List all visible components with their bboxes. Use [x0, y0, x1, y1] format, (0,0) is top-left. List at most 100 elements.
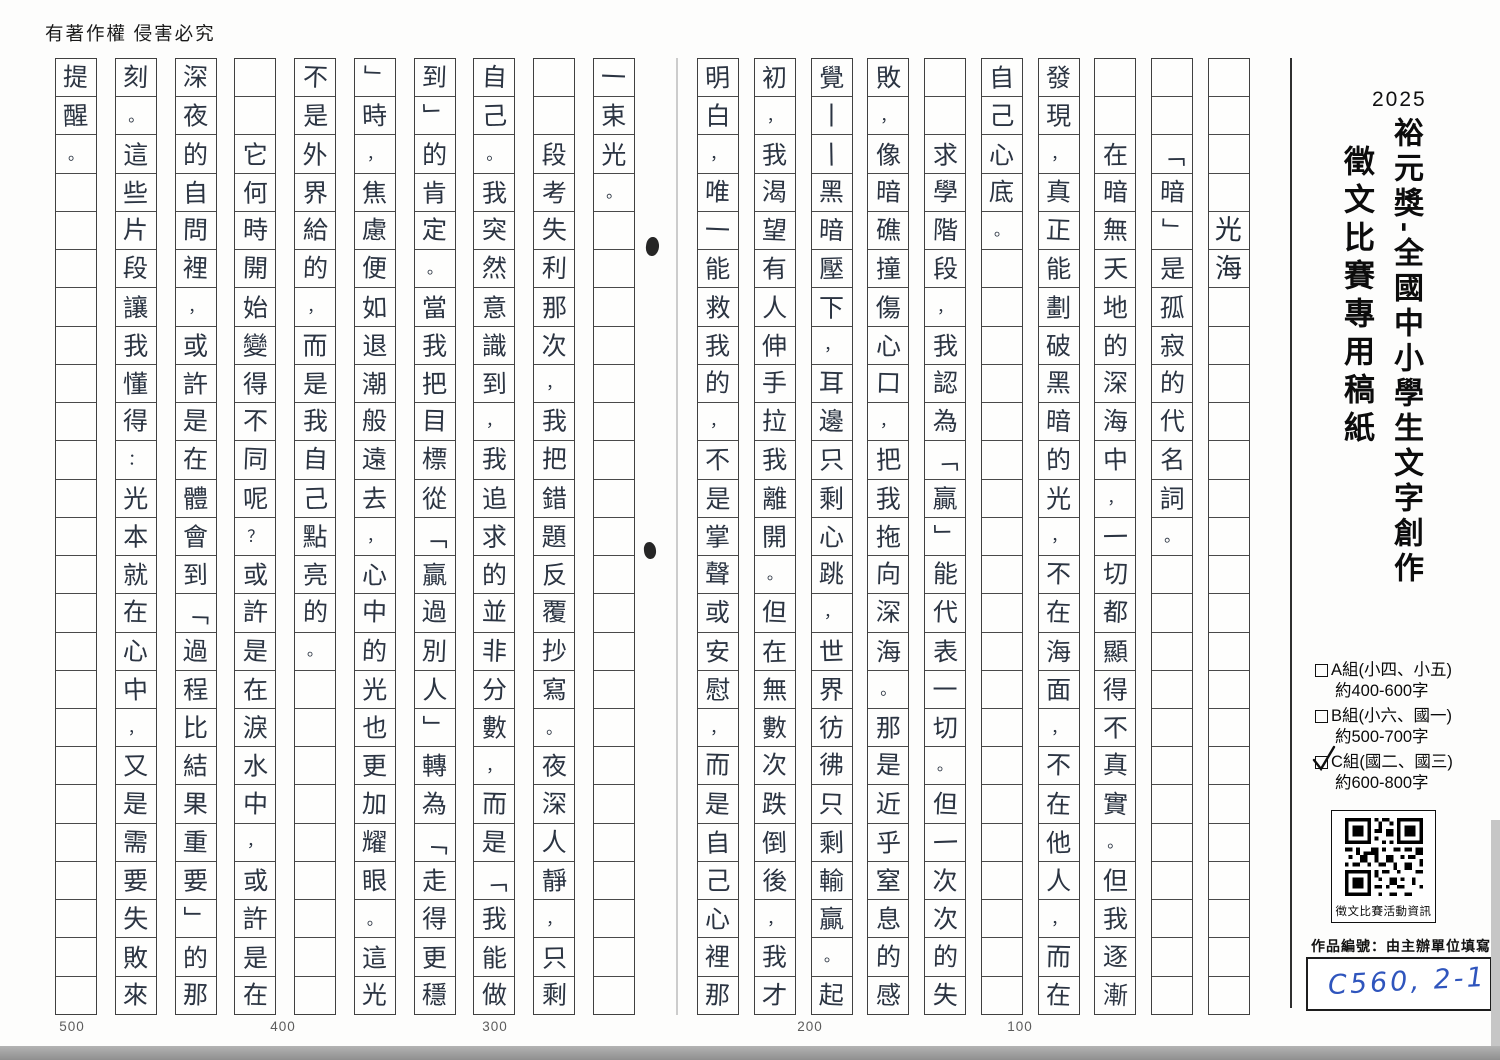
handwritten-char: 深	[1102, 368, 1129, 398]
grid-cell	[593, 938, 634, 977]
qr-code	[1344, 818, 1423, 896]
grid-column: 發現，真正能劃破黑暗的光，不在海面，不在他人，而在	[1037, 58, 1080, 1015]
grid-cell: 我	[698, 327, 738, 365]
grid-cell	[1152, 824, 1193, 862]
grid-cell: 我	[474, 441, 515, 480]
grid-cell: 時	[235, 212, 276, 251]
grid-cell: 的	[1038, 441, 1079, 480]
handwritten-char: 到	[182, 560, 209, 590]
grid-cell: 一	[1095, 518, 1136, 557]
grid-cell	[1208, 633, 1249, 671]
grid-cell: 是	[868, 747, 909, 786]
grid-cell	[1152, 594, 1193, 633]
handwritten-char: 」	[360, 64, 391, 91]
handwritten-char: 能	[932, 559, 958, 589]
grid-cell: 果	[175, 785, 216, 824]
grid-cell: 束	[593, 97, 634, 136]
handwritten-char: 乎	[875, 827, 902, 858]
grid-cell: 我	[754, 135, 795, 174]
handwritten-char: 黑	[1045, 368, 1072, 398]
handwritten-char: 求	[481, 522, 507, 552]
contest-title: 裕元獎-全國中小學生文字創作	[1389, 117, 1422, 587]
grid-cell	[56, 900, 96, 939]
page-fold-line	[676, 58, 678, 1015]
grid-column: 刻。這些片段讓我懂得 ： 光本就在心中 ， 又是需要失敗來	[114, 58, 157, 1015]
handwritten-char: 在	[242, 674, 269, 705]
grid-cell: 能	[925, 556, 966, 595]
grid-cell: 壓	[811, 250, 852, 289]
handwritten-char: 。	[766, 563, 784, 584]
grid-cell: 而	[1038, 938, 1079, 977]
grid-cell: 能	[1038, 250, 1079, 289]
handwritten-char: 突	[481, 215, 508, 245]
handwritten-char: ，	[709, 411, 727, 431]
grid-cell: 利	[534, 250, 575, 289]
handwritten-char: 我	[761, 139, 788, 170]
grid-cell	[1209, 977, 1249, 1014]
handwritten-char: 黑	[818, 176, 845, 207]
handwritten-char: 做	[481, 979, 508, 1010]
grid-cell: 暗	[1095, 174, 1136, 212]
handwritten-char: 我	[481, 444, 508, 475]
handwritten-char: 而	[705, 750, 731, 781]
grid-cell: ，	[698, 709, 738, 748]
handwritten-char: 的	[1102, 331, 1129, 361]
handwritten-char: 世	[818, 636, 845, 667]
grid-cell: 唯	[698, 174, 738, 212]
handwritten-char: 光	[361, 674, 388, 705]
handwritten-char: 後	[762, 866, 788, 896]
handwritten-char: 一	[1102, 522, 1129, 552]
grid-cell: 」	[175, 900, 216, 939]
handwritten-char: 束	[600, 101, 627, 132]
handwritten-char: 撞	[875, 254, 902, 285]
handwritten-char: 但	[761, 597, 788, 628]
handwritten-char: 非	[481, 635, 508, 666]
grid-cell: 次	[925, 862, 966, 901]
grid-cell	[981, 480, 1022, 518]
grid-cell: 如	[354, 288, 395, 327]
handwritten-char: 而	[1045, 941, 1072, 972]
grid-cell: 程	[175, 671, 216, 709]
grid-column: 段考失利那次 ， 我把錯題反覆抄寫。夜深人靜 ， 只剩	[533, 58, 576, 1015]
handwritten-char: 到	[421, 62, 448, 93]
handwritten-char: 變	[242, 331, 268, 361]
handwritten-char: 」	[419, 102, 450, 129]
grid-cell	[593, 824, 634, 862]
handwritten-char: 求	[932, 139, 958, 170]
grid-column: 初，我渴望有人伸手拉我離開。但在無數次跌倒後，我才	[753, 58, 796, 1015]
grid-cell: 手	[754, 365, 795, 404]
grid-cell: 己	[295, 480, 336, 518]
grid-cell: 那	[868, 709, 909, 748]
grid-cell	[295, 900, 336, 939]
grid-cell: 不	[295, 59, 336, 98]
grid-cell: 突	[474, 212, 515, 251]
handwritten-char: ，	[486, 756, 503, 776]
group-label-row: A組(小四、小五)	[1315, 660, 1453, 681]
char-count-500: 500	[59, 1019, 85, 1034]
grid-cell	[981, 785, 1022, 824]
handwritten-char: 光	[122, 483, 149, 514]
grid-cell: 中	[1095, 441, 1136, 480]
grid-cell	[1152, 671, 1193, 709]
grid-cell: 贏	[811, 900, 852, 939]
grid-cell	[56, 441, 96, 480]
grid-cell	[56, 633, 96, 671]
grid-cell: 光	[354, 671, 395, 709]
group-word-range: 約400-600字	[1335, 682, 1429, 700]
handwritten-char: 潮	[362, 369, 388, 399]
grid-cell: 過	[175, 633, 216, 671]
handwritten-char: 起	[818, 980, 845, 1011]
grid-cell: 去	[354, 480, 395, 518]
handwritten-char: 問	[182, 215, 209, 245]
handwritten-char: ，	[709, 718, 727, 738]
grid-cell: ，	[925, 288, 966, 327]
grid-cell: 夜	[534, 747, 575, 786]
handwritten-char: 給	[302, 215, 328, 245]
grid-cell	[56, 977, 96, 1014]
grid-cell	[593, 480, 634, 518]
grid-cell: 海	[1208, 250, 1249, 289]
handwritten-char: 意	[481, 292, 508, 323]
handwritten-char: ，	[1050, 144, 1067, 164]
handwritten-char: 得	[1102, 675, 1128, 705]
handwritten-char: 我	[1102, 904, 1129, 935]
